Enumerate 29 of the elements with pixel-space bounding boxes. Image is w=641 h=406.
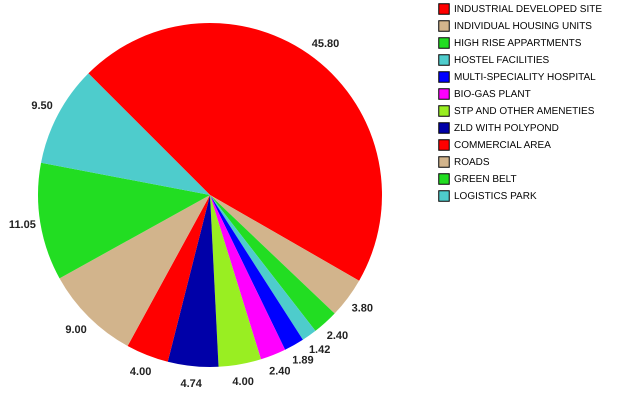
legend-label: HOSTEL FACILITIES	[454, 55, 550, 66]
data-label: 2.40	[269, 366, 291, 378]
legend-label: BIO-GAS PLANT	[454, 89, 531, 100]
legend-label: MULTI-SPECIALITY HOSPITAL	[454, 72, 596, 83]
pie-slice	[168, 195, 219, 367]
data-label: 1.89	[292, 354, 314, 367]
data-label: 11.05	[8, 219, 36, 232]
data-label: 4.00	[130, 366, 152, 378]
data-label: 4.00	[232, 376, 254, 388]
legend-label: ZLD WITH POLYPOND	[454, 123, 559, 134]
data-label: 45.80	[312, 38, 340, 50]
data-label: 2.40	[326, 330, 348, 342]
legend-label: STP AND OTHER AMENETIES	[454, 106, 595, 117]
legend-label: HIGH RISE APPARTMENTS	[454, 38, 582, 49]
data-label: 9.00	[65, 324, 87, 336]
data-label: 4.74	[180, 378, 203, 390]
legend-label: LOGISTICS PARK	[454, 191, 537, 202]
data-label: 1.42	[308, 344, 330, 356]
legend-label: COMMERCIAL AREA	[454, 140, 552, 151]
pie-slice	[210, 195, 261, 367]
legend-label: INDIVIDUAL HOUSING UNITS	[454, 21, 592, 32]
legend-label: ROADS	[454, 157, 490, 168]
legend-label: INDUSTRIAL DEVELOPED SITE	[454, 4, 602, 15]
legend-label: GREEN BELT	[454, 174, 517, 185]
pie-slice	[210, 195, 316, 340]
data-label: 3.80	[352, 302, 374, 315]
pie-slice	[210, 195, 303, 350]
data-label: 9.50	[31, 100, 53, 112]
pie-slice	[210, 195, 286, 360]
